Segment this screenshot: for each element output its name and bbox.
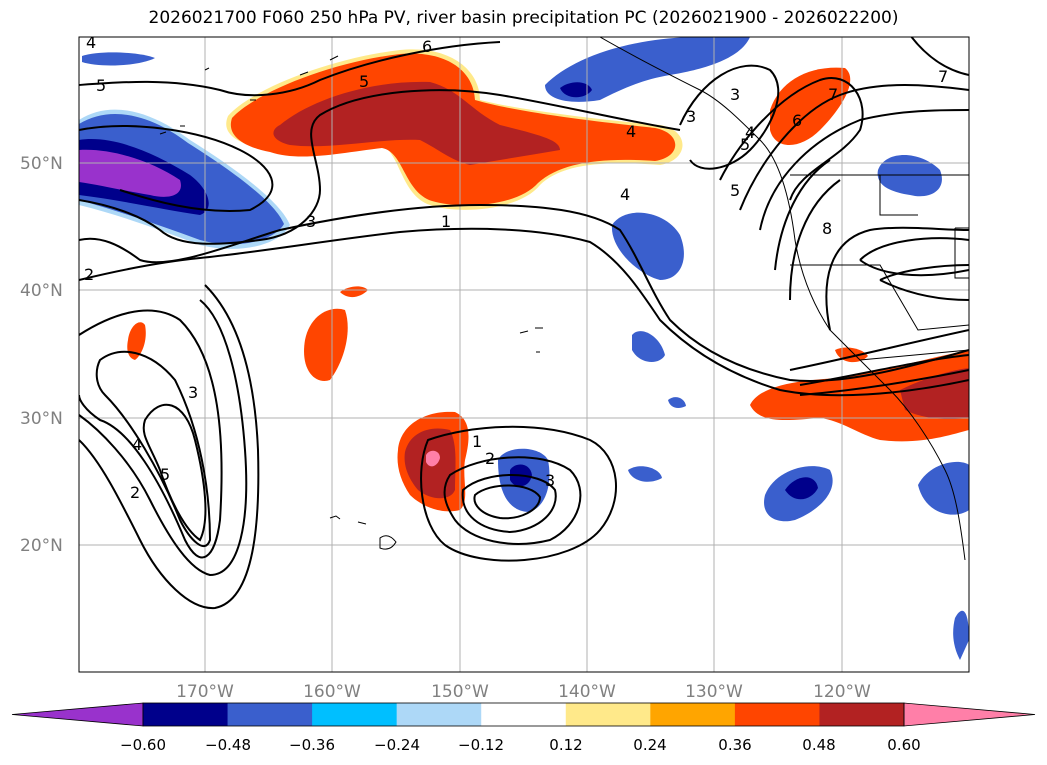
svg-text:4: 4 <box>745 123 755 142</box>
svg-text:5: 5 <box>160 465 170 484</box>
svg-text:20°N: 20°N <box>20 536 63 556</box>
colorbar-cell <box>143 703 229 726</box>
svg-text:5: 5 <box>359 72 369 91</box>
svg-text:140°W: 140°W <box>558 682 616 702</box>
negative-anomaly-northwest-small <box>82 52 155 66</box>
longitude-labels: 170°W 160°W 150°W 140°W 130°W 120°W <box>176 682 871 702</box>
colorbar-tick-label: −0.36 <box>289 736 335 754</box>
svg-text:130°W: 130°W <box>685 682 743 702</box>
svg-text:160°W: 160°W <box>303 682 361 702</box>
svg-text:2: 2 <box>84 265 94 284</box>
colorbar-cell <box>312 703 398 726</box>
negative-anomaly-alaska <box>545 37 750 102</box>
positive-anomaly-small-2 <box>127 322 146 360</box>
colorbar-tick-label: 0.60 <box>887 736 920 754</box>
svg-text:8: 8 <box>822 219 832 238</box>
colorbar-frame <box>142 702 905 727</box>
colorbar-cell <box>565 703 651 726</box>
colorbar-cells <box>11 702 1036 727</box>
svg-text:40°N: 40°N <box>20 281 63 301</box>
svg-text:4: 4 <box>626 122 636 141</box>
colorbar-extend-low <box>11 702 144 727</box>
contour-labels: 4 5 6 5 3 4 3 5 7 6 7 1 4 3 2 5 4 8 3 5 … <box>84 33 948 502</box>
svg-text:3: 3 <box>188 383 198 402</box>
svg-text:3: 3 <box>686 107 696 126</box>
colorbar-tick-label: 0.36 <box>718 736 751 754</box>
colorbar-tick-label: 0.48 <box>802 736 835 754</box>
colorbar-cell <box>734 703 820 726</box>
svg-text:50°N: 50°N <box>20 154 63 174</box>
svg-text:30°N: 30°N <box>20 409 63 429</box>
colorbar-extend-high <box>903 702 1036 727</box>
svg-text:6: 6 <box>792 111 802 130</box>
svg-text:6: 6 <box>422 37 432 56</box>
svg-text:3: 3 <box>545 471 555 490</box>
svg-text:170°W: 170°W <box>176 682 234 702</box>
negative-anomaly-baja-dark <box>785 477 818 500</box>
svg-text:4: 4 <box>620 185 630 204</box>
svg-text:1: 1 <box>441 212 451 231</box>
positive-anomaly-southwest-strong <box>900 368 969 420</box>
negative-anomaly-mexico <box>918 461 969 515</box>
negative-anomaly-small-d <box>668 397 686 408</box>
svg-text:2: 2 <box>485 449 495 468</box>
graticule <box>79 37 969 672</box>
positive-anomaly-south-peak <box>426 450 440 467</box>
colorbar: −0.60 −0.48 −0.36 −0.24 −0.12 0.12 0.24 … <box>11 702 1036 754</box>
svg-text:5: 5 <box>96 76 106 95</box>
positive-anomaly-small-1 <box>304 308 348 381</box>
latitude-labels: 50°N 40°N 30°N 20°N <box>20 154 63 556</box>
svg-text:4: 4 <box>132 435 142 454</box>
negative-anomaly-alaska-dark <box>560 82 592 98</box>
map-area: 4 5 6 5 3 4 3 5 7 6 7 1 4 3 2 5 4 8 3 5 … <box>79 33 969 672</box>
svg-text:4: 4 <box>86 33 96 52</box>
colorbar-tick-label: 0.12 <box>549 736 582 754</box>
svg-text:7: 7 <box>938 67 948 86</box>
colorbar-cell <box>396 703 482 726</box>
negative-anomaly-west-peak <box>79 149 181 197</box>
positive-anomaly-small-3 <box>340 286 368 298</box>
colorbar-cell <box>650 703 736 726</box>
svg-text:150°W: 150°W <box>431 682 489 702</box>
colorbar-tick-label: −0.12 <box>458 736 504 754</box>
colorbar-tick-label: 0.24 <box>633 736 666 754</box>
negative-anomaly-small-b <box>628 466 662 482</box>
colorbar-tick-label: −0.48 <box>205 736 251 754</box>
chart-title: 2026021700 F060 250 hPa PV, river basin … <box>148 8 899 28</box>
colorbar-cell <box>227 703 313 726</box>
svg-text:120°W: 120°W <box>813 682 871 702</box>
map-frame <box>78 36 970 673</box>
svg-text:5: 5 <box>730 181 740 200</box>
svg-text:5: 5 <box>740 135 750 154</box>
colorbar-cell <box>481 703 567 726</box>
negative-anomaly-great-basin <box>877 155 942 197</box>
colorbar-tick-label: −0.60 <box>120 736 166 754</box>
positive-anomaly-northeast <box>770 67 851 145</box>
svg-text:1: 1 <box>472 432 482 451</box>
colorbar-tick-label: −0.24 <box>374 736 420 754</box>
colorbar-ticks: −0.60 −0.48 −0.36 −0.24 −0.12 0.12 0.24 … <box>120 736 921 754</box>
svg-text:3: 3 <box>730 85 740 104</box>
negative-anomaly-small-a <box>632 331 665 362</box>
colorbar-cell <box>819 703 905 726</box>
pv-contours <box>79 37 969 610</box>
negative-anomaly-small-c <box>953 610 969 660</box>
precip-shading <box>79 37 969 660</box>
svg-text:2: 2 <box>130 483 140 502</box>
svg-text:3: 3 <box>306 212 316 231</box>
svg-text:7: 7 <box>828 85 838 104</box>
negative-anomaly-central <box>611 212 684 280</box>
